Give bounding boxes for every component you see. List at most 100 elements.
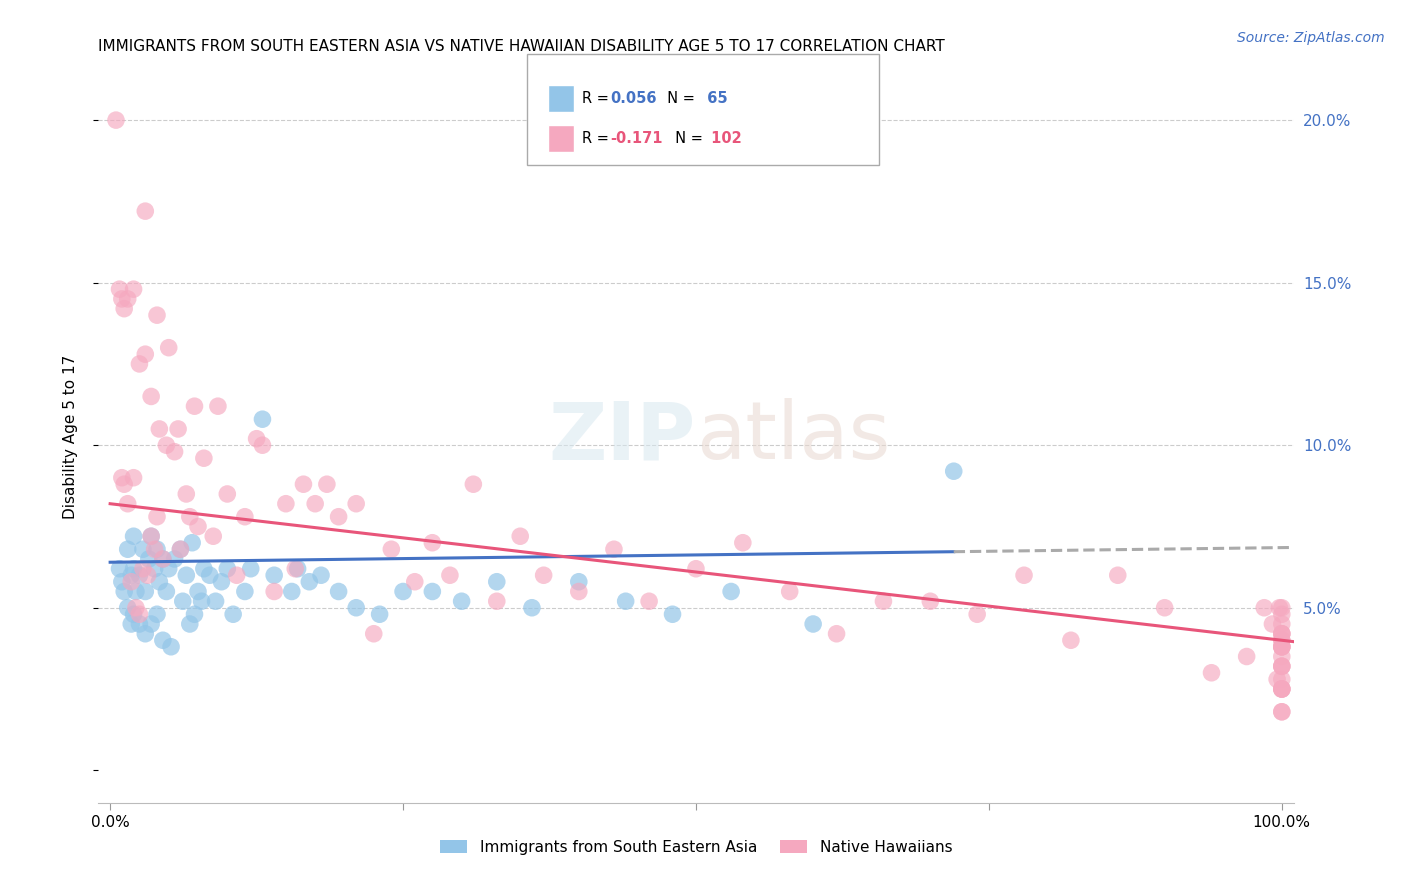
Point xyxy=(122,529,145,543)
Point xyxy=(120,617,142,632)
Point xyxy=(1271,607,1294,622)
Point xyxy=(1107,568,1129,582)
Point xyxy=(263,584,285,599)
Point xyxy=(685,562,707,576)
Point xyxy=(134,584,156,599)
Point xyxy=(1271,640,1294,654)
Point xyxy=(193,451,215,466)
Text: Source: ZipAtlas.com: Source: ZipAtlas.com xyxy=(1237,31,1385,45)
Point xyxy=(825,626,848,640)
Point xyxy=(112,301,135,316)
Point xyxy=(966,607,988,622)
Point xyxy=(122,607,145,622)
Text: IMMIGRANTS FROM SOUTH EASTERN ASIA VS NATIVE HAWAIIAN DISABILITY AGE 5 TO 17 COR: IMMIGRANTS FROM SOUTH EASTERN ASIA VS NA… xyxy=(98,38,945,54)
Point xyxy=(422,584,444,599)
Point xyxy=(146,607,169,622)
Point xyxy=(509,529,531,543)
Point xyxy=(614,594,637,608)
Point xyxy=(222,607,245,622)
Point xyxy=(125,584,148,599)
Point xyxy=(463,477,485,491)
Point xyxy=(163,552,186,566)
Point xyxy=(122,471,145,485)
Point xyxy=(380,542,402,557)
Point xyxy=(167,422,190,436)
Text: ZIP: ZIP xyxy=(548,398,696,476)
Point xyxy=(731,535,754,549)
Point xyxy=(316,477,339,491)
Point xyxy=(183,607,205,622)
Y-axis label: Disability Age 5 to 17: Disability Age 5 to 17 xyxy=(63,355,77,519)
Point xyxy=(120,574,142,589)
Point xyxy=(125,600,148,615)
Point xyxy=(263,568,285,582)
Legend: Immigrants from South Eastern Asia, Native Hawaiians: Immigrants from South Eastern Asia, Nati… xyxy=(433,834,959,861)
Point xyxy=(450,594,472,608)
Point xyxy=(128,568,150,582)
Point xyxy=(309,568,332,582)
Point xyxy=(157,341,180,355)
Point xyxy=(181,535,204,549)
Point xyxy=(120,568,142,582)
Point xyxy=(661,607,683,622)
Point xyxy=(1060,633,1083,648)
Point xyxy=(132,542,155,557)
Point xyxy=(207,399,229,413)
Point xyxy=(328,584,350,599)
Point xyxy=(292,477,315,491)
Point xyxy=(146,542,169,557)
Point xyxy=(183,399,205,413)
Point xyxy=(152,633,174,648)
Point xyxy=(122,562,145,576)
Point xyxy=(111,574,134,589)
Point xyxy=(225,568,247,582)
Point xyxy=(111,292,134,306)
Point xyxy=(198,568,221,582)
Point xyxy=(112,477,135,491)
Point xyxy=(1271,649,1294,664)
Point xyxy=(1271,640,1294,654)
Point xyxy=(233,584,256,599)
Point xyxy=(363,626,385,640)
Point xyxy=(520,600,543,615)
Point xyxy=(169,542,191,557)
Point xyxy=(1271,633,1294,648)
Point xyxy=(1271,617,1294,632)
Point xyxy=(174,487,197,501)
Point xyxy=(1201,665,1223,680)
Point xyxy=(122,282,145,296)
Point xyxy=(117,542,139,557)
Point xyxy=(1253,600,1275,615)
Point xyxy=(439,568,461,582)
Point xyxy=(141,529,163,543)
Text: N =: N = xyxy=(666,131,703,145)
Point xyxy=(1271,673,1294,687)
Point xyxy=(1271,705,1294,719)
Point xyxy=(143,562,166,576)
Point xyxy=(1265,673,1288,687)
Point xyxy=(252,412,274,426)
Point xyxy=(568,574,591,589)
Text: atlas: atlas xyxy=(696,398,890,476)
Point xyxy=(485,594,508,608)
Point xyxy=(1271,681,1294,696)
Point xyxy=(163,444,186,458)
Point xyxy=(146,509,169,524)
Point xyxy=(1271,626,1294,640)
Point xyxy=(117,497,139,511)
Point xyxy=(1012,568,1035,582)
Text: N =: N = xyxy=(658,91,695,105)
Point xyxy=(404,574,426,589)
Point xyxy=(274,497,297,511)
Point xyxy=(148,574,170,589)
Point xyxy=(134,626,156,640)
Point xyxy=(328,509,350,524)
Point xyxy=(1271,681,1294,696)
Point xyxy=(179,617,201,632)
Point xyxy=(298,574,321,589)
Point xyxy=(1261,617,1284,632)
Point xyxy=(344,600,367,615)
Point xyxy=(160,640,183,654)
Point xyxy=(942,464,965,478)
Point xyxy=(1268,600,1291,615)
